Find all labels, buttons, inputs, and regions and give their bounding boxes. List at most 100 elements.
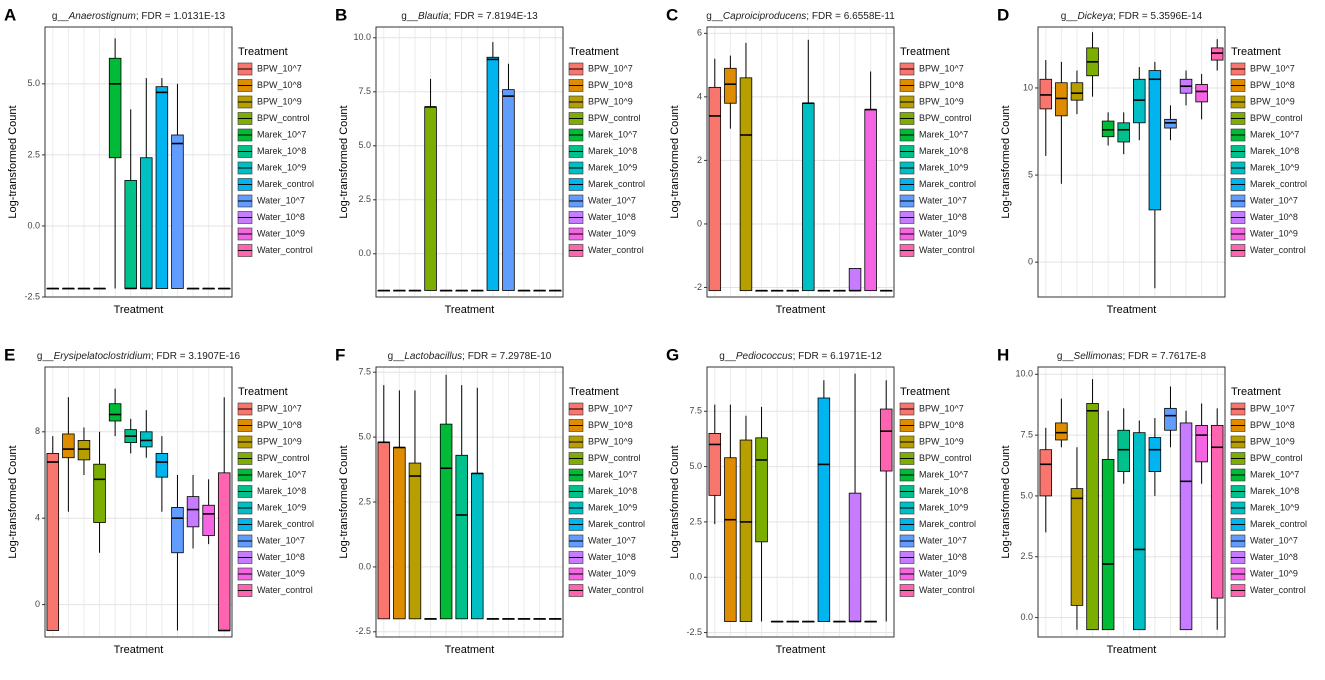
box [171, 134, 184, 289]
box [739, 77, 753, 292]
box [1210, 424, 1224, 599]
legend-label: BPW_control [1250, 453, 1303, 463]
legend-label: BPW_10^8 [1250, 80, 1295, 90]
plot-background [1038, 367, 1225, 637]
legend-label: Marek_10^7 [588, 129, 637, 139]
box [171, 506, 184, 554]
y-axis-title: Log-transformed Count [7, 105, 19, 218]
legend-label: Water_control [919, 585, 975, 595]
title-part: ; FDR = 7.8194E-13 [449, 11, 539, 22]
legend-label: Water_10^7 [257, 195, 305, 205]
y-tick-label: 7.5 [689, 406, 702, 416]
y-tick-label: 10.0 [353, 32, 371, 42]
box [1101, 120, 1115, 138]
x-axis-title: Treatment [114, 304, 164, 316]
box [817, 397, 831, 622]
box [186, 496, 200, 528]
y-tick-label: 4 [35, 513, 40, 523]
legend-label: Water_10^8 [1250, 552, 1298, 562]
y-tick-label: 2 [697, 155, 702, 165]
legend-label: Marek_10^7 [1250, 469, 1299, 479]
title-part: ; FDR = 3.1907E-16 [151, 351, 241, 362]
box [1133, 78, 1146, 124]
y-tick-label: -2.5 [686, 627, 702, 637]
legend-label: BPW_control [588, 113, 641, 123]
legend-label: Marek_control [1250, 519, 1307, 529]
box [408, 462, 422, 620]
legend-label: Marek_control [919, 179, 976, 189]
title-part: Lactobacillus [404, 351, 462, 362]
box [202, 504, 215, 536]
box [1164, 118, 1177, 129]
y-tick-label: 5 [1028, 169, 1033, 179]
box [155, 86, 169, 289]
legend-label: BPW_10^7 [919, 63, 964, 73]
legend-label: Water_control [1250, 585, 1306, 595]
y-tick-label: 6 [697, 28, 702, 38]
legend-label: Water_10^9 [919, 228, 967, 238]
legend-label: Marek_10^9 [588, 162, 637, 172]
legend-label: Marek_10^8 [257, 146, 306, 156]
legend-label: Marek_10^7 [919, 129, 968, 139]
legend-label: Water_10^8 [919, 552, 967, 562]
box [393, 447, 406, 620]
box [1117, 429, 1130, 472]
y-tick-label: 2.5 [689, 516, 702, 526]
y-tick-label: 2.5 [27, 149, 40, 159]
legend-label: BPW_10^9 [588, 436, 633, 446]
panel-letter: B [335, 5, 347, 24]
y-tick-label: -2.5 [24, 291, 40, 301]
panel-title: g__Anaerostignum; FDR = 1.0131E-13 [52, 11, 226, 22]
box [155, 452, 169, 478]
legend-label: Water_10^7 [1250, 195, 1298, 205]
y-tick-label: -2 [694, 282, 702, 292]
box [93, 463, 106, 523]
legend-label: Marek_control [1250, 179, 1307, 189]
legend-label: Water_10^9 [1250, 568, 1298, 578]
title-part: g__ [52, 11, 69, 22]
legend-title: Treatment [238, 386, 288, 398]
box [1101, 459, 1115, 631]
y-tick-label: 2.5 [358, 496, 371, 506]
y-tick-label: 0.0 [1020, 612, 1033, 622]
title-part: g__ [719, 351, 736, 362]
legend-title: Treatment [569, 386, 619, 398]
legend-label: BPW_10^9 [588, 96, 633, 106]
legend-label: BPW_10^7 [257, 403, 302, 413]
plot-border [375, 366, 564, 638]
legend-label: Water_10^9 [257, 568, 305, 578]
legend-label: BPW_10^8 [588, 420, 633, 430]
box [864, 109, 877, 292]
y-tick-label: 0 [697, 218, 702, 228]
legend-label: Marek_control [919, 519, 976, 529]
y-axis-title: Log-transformed Count [338, 445, 350, 558]
box [77, 440, 91, 461]
y-tick-label: 5.0 [27, 78, 40, 88]
legend-label: BPW_control [588, 453, 641, 463]
box [455, 454, 468, 620]
box [46, 452, 60, 631]
title-part: Anaerostignum [68, 11, 136, 22]
x-axis-title: Treatment [114, 644, 164, 656]
y-tick-label: 5.0 [689, 461, 702, 471]
legend-label: Water_10^8 [588, 212, 636, 222]
box [471, 473, 484, 620]
plot-border [44, 366, 233, 638]
legend-label: BPW_10^7 [919, 403, 964, 413]
legend-label: BPW_10^9 [1250, 96, 1295, 106]
legend-label: Water_10^9 [588, 568, 636, 578]
y-tick-label: 0 [35, 599, 40, 609]
legend-label: BPW_control [257, 453, 310, 463]
y-tick-label: 5.0 [358, 140, 371, 150]
legend-label: BPW_10^9 [257, 436, 302, 446]
title-part: g__ [388, 351, 405, 362]
plot-background [45, 27, 232, 297]
legend-label: Marek_10^8 [1250, 486, 1299, 496]
box [108, 57, 122, 159]
box [739, 439, 753, 622]
box [802, 102, 815, 292]
legend-label: BPW_control [919, 113, 972, 123]
